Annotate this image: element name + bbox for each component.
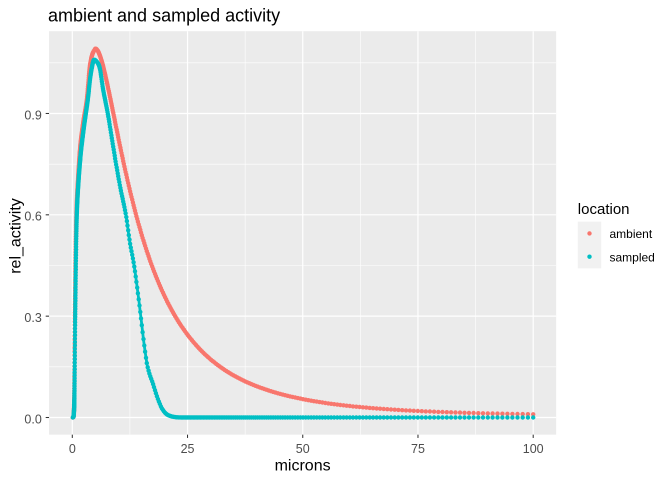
svg-text:microns: microns bbox=[275, 458, 331, 475]
svg-text:ambient: ambient bbox=[610, 227, 653, 241]
svg-text:100: 100 bbox=[523, 442, 544, 456]
svg-text:0.6: 0.6 bbox=[24, 210, 41, 224]
svg-text:rel_activity: rel_activity bbox=[7, 198, 24, 274]
svg-text:0.0: 0.0 bbox=[24, 412, 41, 426]
svg-text:ambient and sampled activity: ambient and sampled activity bbox=[48, 6, 280, 26]
svg-text:location: location bbox=[578, 201, 630, 218]
svg-text:25: 25 bbox=[181, 442, 195, 456]
svg-text:0: 0 bbox=[69, 442, 76, 456]
svg-text:sampled: sampled bbox=[610, 250, 655, 264]
svg-text:0.9: 0.9 bbox=[24, 108, 41, 122]
svg-text:0.3: 0.3 bbox=[24, 311, 41, 325]
svg-text:50: 50 bbox=[296, 442, 310, 456]
svg-text:75: 75 bbox=[411, 442, 425, 456]
